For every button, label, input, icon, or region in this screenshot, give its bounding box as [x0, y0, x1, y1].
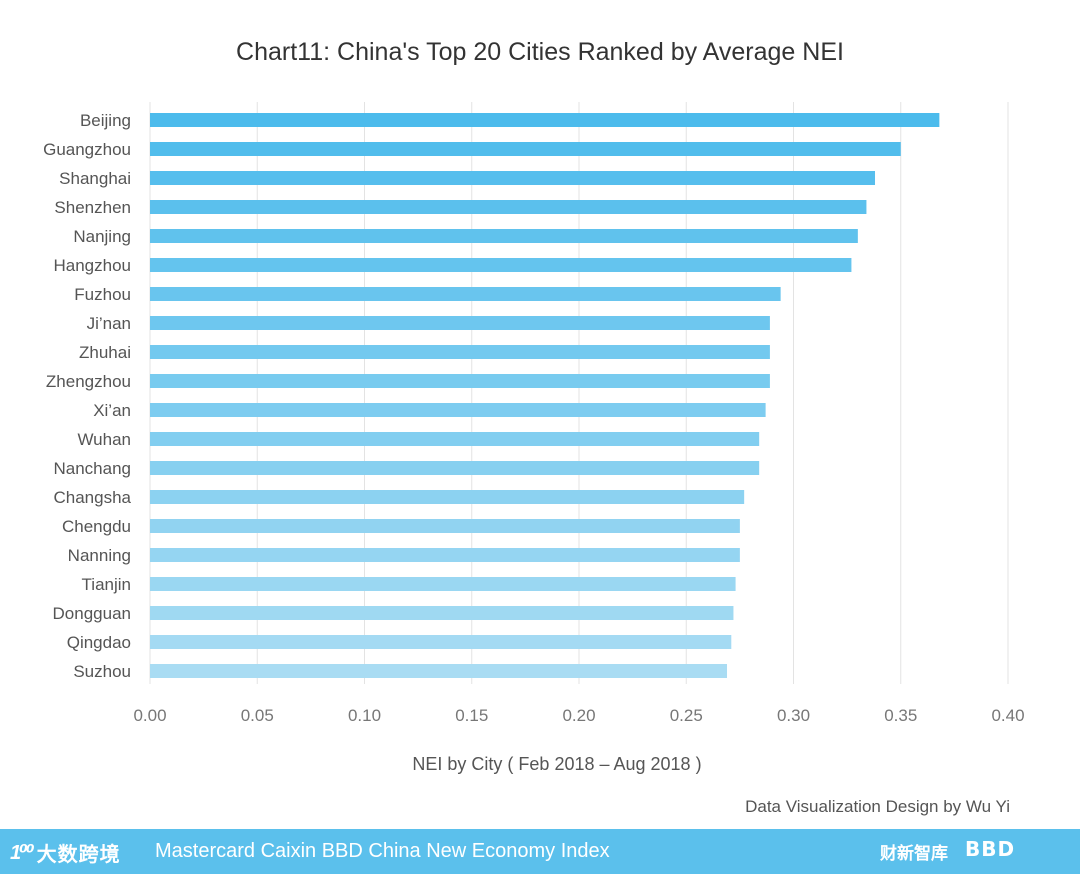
footer-title: Mastercard Caixin BBD China New Economy … [155, 840, 610, 862]
bar [150, 345, 770, 359]
bbd-logo: BBD [965, 837, 1016, 861]
category-label: Tianjin [82, 575, 131, 594]
chart-title: Chart11: China's Top 20 Cities Ranked by… [236, 38, 844, 66]
category-label: Shenzhen [54, 198, 131, 217]
dashu-logo: 1⁰⁰ 大数跨境 [10, 838, 121, 866]
logo-text: 大数跨境 [36, 843, 121, 866]
bar [150, 461, 760, 475]
category-label: Fuzhou [74, 285, 131, 304]
bar [150, 316, 770, 330]
x-tick-label: 0.00 [133, 706, 166, 725]
chart: Chart11: China's Top 20 Cities Ranked by… [43, 38, 1024, 816]
x-tick-label: 0.20 [562, 706, 595, 725]
x-tick-label: 0.35 [884, 706, 917, 725]
category-label: Ji’nan [87, 314, 131, 333]
category-label: Zhuhai [79, 343, 131, 362]
bar [150, 229, 858, 243]
category-label: Guangzhou [43, 140, 131, 159]
x-tick-label: 0.05 [241, 706, 274, 725]
bar [150, 200, 867, 214]
category-label: Beijing [80, 111, 131, 130]
grid-lines [149, 102, 1009, 684]
x-tick-label: 0.25 [670, 706, 703, 725]
category-label: Wuhan [77, 430, 131, 449]
x-tick-label: 0.40 [991, 706, 1024, 725]
x-tick-label: 0.15 [455, 706, 488, 725]
design-credit: Data Visualization Design by Wu Yi [745, 797, 1010, 816]
x-tick-label: 0.30 [777, 706, 810, 725]
category-label: Nanchang [53, 459, 131, 478]
bar [150, 258, 852, 272]
category-label: Hangzhou [53, 256, 131, 275]
bar [150, 403, 766, 417]
caixin-logo: 财新智库 [880, 844, 948, 863]
bar [150, 432, 760, 446]
footer-banner: 1⁰⁰ 大数跨境 Mastercard Caixin BBD China New… [0, 829, 1080, 874]
bar [150, 635, 732, 649]
bar [150, 664, 728, 678]
bar [150, 490, 745, 504]
bar [150, 606, 734, 620]
category-label: Suzhou [73, 662, 131, 681]
category-label: Nanning [68, 546, 131, 565]
category-label: Zhengzhou [46, 372, 131, 391]
bar [150, 577, 736, 591]
category-label: Xi’an [93, 401, 131, 420]
bar [150, 519, 740, 533]
category-label: Changsha [53, 488, 131, 507]
bar [150, 171, 876, 185]
x-tick-labels: 0.00 0.05 0.10 0.15 0.20 0.25 0.30 0.35 0.40 [133, 706, 1024, 725]
category-label: Shanghai [59, 169, 131, 188]
category-label: Chengdu [62, 517, 131, 536]
bars [150, 113, 940, 678]
bar [150, 142, 901, 156]
x-tick-label: 0.10 [348, 706, 381, 725]
category-label: Qingdao [67, 633, 131, 652]
category-label: Nanjing [73, 227, 131, 246]
x-axis-title: NEI by City ( Feb 2018 – Aug 2018 ) [412, 754, 701, 774]
category-label: Dongguan [53, 604, 131, 623]
bar [150, 287, 781, 301]
category-labels: Beijing Guangzhou Shanghai Shenzhen Nanjing H… [43, 111, 131, 681]
bar [150, 374, 770, 388]
logo-mark: 1⁰⁰ [10, 841, 35, 864]
bar [150, 113, 940, 127]
bar [150, 548, 740, 562]
